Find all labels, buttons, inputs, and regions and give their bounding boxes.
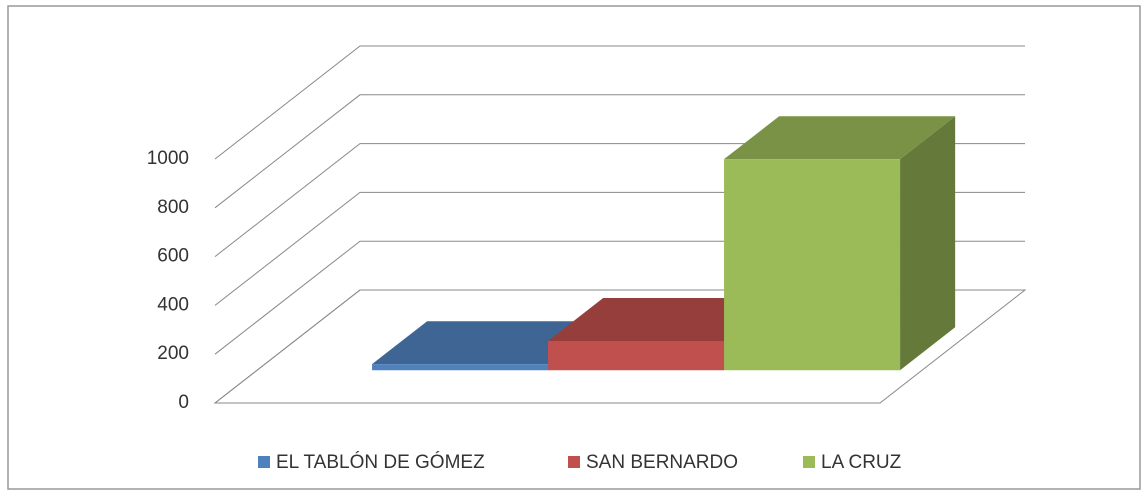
legend-label: LA CRUZ [821, 452, 902, 473]
y-tick-label: 400 [157, 294, 189, 315]
legend-label: SAN BERNARDO [586, 452, 738, 473]
bar-top [724, 116, 956, 160]
y-tick-label: 0 [178, 392, 189, 413]
bar-top [372, 321, 604, 365]
y-tick-label: 800 [157, 197, 189, 218]
y-tick-label: 600 [157, 246, 189, 267]
bar [548, 340, 725, 371]
bar-top [548, 298, 780, 341]
legend-swatch [258, 456, 270, 468]
legend-swatch [568, 456, 580, 468]
y-tick-label: 1000 [147, 148, 189, 169]
legend-label: EL TABLÓN DE GÓMEZ [276, 451, 485, 473]
y-tick-label: 200 [157, 343, 189, 364]
grid-line [214, 45, 1025, 160]
legend-swatch [803, 456, 815, 468]
bar [724, 159, 901, 371]
bar-side [900, 116, 956, 371]
bar [372, 364, 549, 371]
grid-line [214, 94, 1025, 209]
